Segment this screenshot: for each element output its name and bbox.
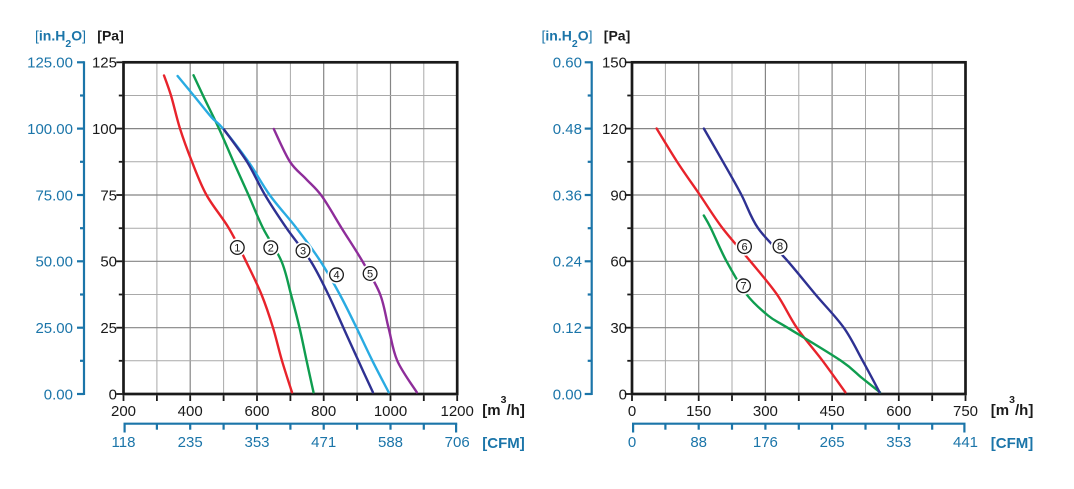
svg-text:50.00: 50.00 (35, 254, 73, 271)
svg-text:60: 60 (610, 254, 627, 271)
svg-text:1200: 1200 (441, 403, 474, 420)
svg-text:[Pa]: [Pa] (604, 27, 630, 43)
svg-text:25.00: 25.00 (35, 320, 73, 337)
svg-text:3: 3 (300, 246, 306, 258)
svg-text:125: 125 (92, 55, 117, 72)
svg-text:0: 0 (619, 386, 627, 403)
svg-text:75.00: 75.00 (35, 187, 73, 204)
svg-text:75: 75 (100, 187, 117, 204)
svg-text:150: 150 (602, 55, 627, 72)
svg-text:1: 1 (234, 242, 240, 254)
svg-text:0.24: 0.24 (553, 254, 582, 271)
svg-text:800: 800 (311, 403, 336, 420)
svg-text:400: 400 (178, 403, 203, 420)
svg-text:125.00: 125.00 (27, 55, 73, 72)
svg-text:[CFM]: [CFM] (991, 435, 1033, 452)
svg-text:176: 176 (753, 434, 778, 451)
svg-text:6: 6 (741, 242, 747, 254)
svg-text:441: 441 (953, 434, 978, 451)
svg-text:300: 300 (753, 403, 778, 420)
svg-text:706: 706 (445, 434, 470, 451)
svg-text:4: 4 (333, 270, 339, 282)
svg-text:600: 600 (244, 403, 269, 420)
svg-text:353: 353 (244, 434, 269, 451)
svg-text:30: 30 (610, 320, 627, 337)
svg-text:1000: 1000 (374, 403, 407, 420)
svg-text:[CFM]: [CFM] (482, 435, 524, 452)
svg-text:88: 88 (690, 434, 707, 451)
svg-text:471: 471 (311, 434, 336, 451)
svg-text:0.00: 0.00 (44, 386, 73, 403)
svg-text:600: 600 (886, 403, 911, 420)
svg-text:5: 5 (367, 268, 373, 280)
svg-text:100: 100 (92, 121, 117, 138)
svg-text:7: 7 (740, 281, 746, 293)
svg-text:25: 25 (100, 320, 117, 337)
svg-text:150: 150 (686, 403, 711, 420)
svg-text:50: 50 (100, 254, 117, 271)
svg-text:450: 450 (820, 403, 845, 420)
svg-text:100.00: 100.00 (27, 121, 73, 138)
svg-text:0: 0 (628, 403, 636, 420)
svg-text:750: 750 (953, 403, 978, 420)
svg-text:118: 118 (112, 434, 136, 451)
svg-text:0.60: 0.60 (553, 55, 582, 72)
svg-text:120: 120 (602, 121, 627, 138)
svg-text:90: 90 (610, 187, 627, 204)
svg-text:0.36: 0.36 (553, 187, 582, 204)
svg-text:0: 0 (628, 434, 636, 451)
svg-text:235: 235 (178, 434, 203, 451)
svg-text:353: 353 (886, 434, 911, 451)
svg-text:200: 200 (111, 403, 136, 420)
svg-text:0.48: 0.48 (553, 121, 582, 138)
svg-text:0.00: 0.00 (553, 386, 582, 403)
svg-text:588: 588 (378, 434, 403, 451)
svg-text:[Pa]: [Pa] (97, 27, 123, 43)
svg-text:0.12: 0.12 (553, 320, 582, 337)
svg-text:8: 8 (777, 241, 783, 253)
svg-text:2: 2 (268, 243, 274, 255)
svg-text:0: 0 (109, 386, 117, 403)
svg-text:265: 265 (820, 434, 845, 451)
